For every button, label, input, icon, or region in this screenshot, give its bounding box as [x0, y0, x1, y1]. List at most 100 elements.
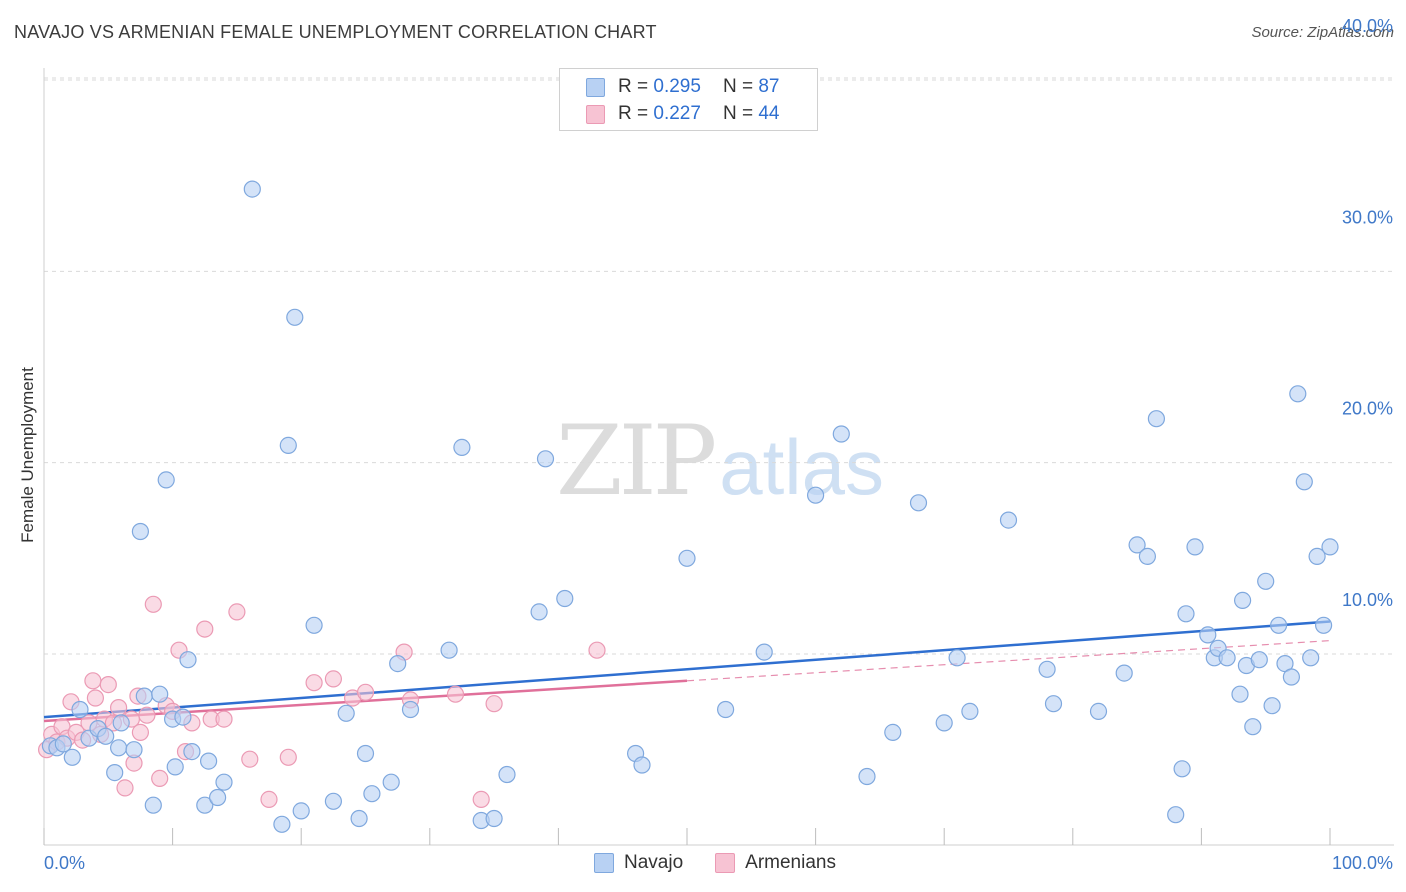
navajo-trendline — [43, 620, 1331, 719]
navajo-point — [530, 603, 548, 621]
legend-navajo-swatch — [594, 853, 614, 873]
navajo-point — [1138, 547, 1157, 566]
armenians-point — [144, 595, 162, 613]
navajo-point — [858, 767, 876, 786]
armenians-point — [228, 603, 246, 621]
navajo-point — [215, 773, 233, 791]
gridlines — [44, 77, 1394, 655]
y-tick-label: 10.0% — [1342, 590, 1393, 610]
navajo-point — [440, 641, 458, 659]
armenians-r-label: R = — [618, 103, 649, 124]
chart-title: NAVAJO VS ARMENIAN FEMALE UNEMPLOYMENT C… — [14, 22, 657, 42]
legend-armenians-label: Armenians — [745, 852, 836, 873]
trendlines — [43, 620, 1331, 723]
x-tick-label-max: 100.0% — [1332, 853, 1393, 873]
navajo-point — [382, 773, 400, 791]
navajo-point — [1302, 649, 1320, 667]
navajo-point — [884, 723, 902, 742]
navajo-point — [1177, 605, 1195, 623]
navajo-n-value: 87 — [758, 76, 780, 97]
navajo-point — [356, 744, 375, 763]
y-tick-label: 40.0% — [1342, 16, 1393, 36]
navajo-point — [166, 758, 184, 776]
navajo-point — [1269, 616, 1288, 634]
series-legend: Navajo Armenians — [594, 852, 868, 874]
armenians-point — [588, 641, 606, 659]
navajo-point — [97, 727, 115, 745]
navajo-point — [1186, 538, 1204, 556]
navajo-point — [292, 802, 310, 820]
armenians-point — [305, 674, 323, 692]
armenians-point — [356, 683, 375, 701]
watermark-zip: ZIP — [556, 405, 717, 517]
navajo-point — [536, 450, 555, 468]
navajo-r-label: R = — [618, 76, 649, 97]
navajo-point — [453, 438, 471, 456]
navajo-point — [1231, 685, 1249, 703]
navajo-point — [556, 589, 574, 608]
armenians-point — [86, 689, 105, 707]
navajo-r-value: 0.295 — [653, 76, 701, 97]
navajo-point — [350, 809, 368, 828]
navajo-point — [305, 616, 323, 634]
navajo-point — [1308, 547, 1326, 566]
armenians-point — [241, 750, 259, 768]
navajo-point — [135, 687, 153, 705]
data-points — [37, 180, 1339, 833]
navajo-point — [174, 708, 192, 726]
navajo-point — [935, 714, 953, 732]
navajo-point — [832, 425, 850, 443]
x-tick-label-min: 0.0% — [44, 853, 85, 873]
navajo-point — [485, 809, 503, 828]
y-tick-label: 20.0% — [1342, 399, 1393, 419]
navajo-point — [179, 651, 197, 669]
armenians-point — [99, 675, 117, 694]
navajo-point — [1128, 536, 1146, 554]
navajo-point — [961, 702, 979, 721]
armenians-point — [260, 790, 278, 809]
navajo-point — [151, 685, 169, 703]
axes — [43, 68, 1394, 846]
navajo-point — [389, 654, 407, 673]
legend-navajo-label: Navajo — [624, 852, 684, 873]
armenians-point — [84, 672, 102, 690]
navajo-point — [363, 785, 381, 803]
navajo-point — [755, 643, 773, 661]
armenians-point — [215, 710, 233, 728]
watermark: ZIPatlas — [556, 405, 884, 517]
armenians-point — [446, 685, 465, 703]
legend-item-navajo[interactable]: Navajo — [594, 852, 683, 874]
navajo-point — [1173, 760, 1191, 778]
navajo-point — [1233, 591, 1252, 610]
legend-row-armenians: R = 0.227 N = 44 — [586, 103, 779, 125]
navajo-point — [112, 714, 130, 732]
navajo-point — [1263, 697, 1281, 715]
navajo-n-label: N = — [722, 76, 754, 97]
armenians-point — [151, 769, 169, 788]
navajo-point — [54, 735, 72, 753]
armenians-point — [109, 698, 128, 717]
navajo-point — [806, 486, 825, 504]
navajo-point — [63, 748, 81, 766]
navajo-point — [1257, 572, 1275, 590]
source-label: Source: ZipAtlas.com — [1251, 24, 1394, 41]
navajo-point — [1295, 473, 1313, 491]
armenians-n-label: N = — [722, 103, 754, 124]
navajo-point — [1282, 668, 1301, 686]
legend-item-armenians[interactable]: Armenians — [715, 852, 836, 874]
navajo-point — [183, 742, 201, 761]
armenians-point — [279, 748, 297, 766]
navajo-point — [209, 788, 227, 807]
y-tick-label: 30.0% — [1342, 207, 1393, 227]
navajo-point — [633, 756, 651, 774]
legend-armenians-swatch — [715, 853, 736, 873]
navajo-point — [1199, 626, 1217, 644]
armenians-n-value: 44 — [758, 103, 780, 124]
tick-labels: 10.0% 20.0% 30.0% 40.0% 0.0% 100.0% — [44, 16, 1393, 873]
navajo-point — [200, 752, 218, 770]
armenians-point — [196, 620, 214, 638]
navajo-point — [1314, 616, 1333, 634]
legend-row-navajo: R = 0.295 N = 87 — [586, 76, 779, 98]
navajo-point — [1038, 660, 1056, 678]
